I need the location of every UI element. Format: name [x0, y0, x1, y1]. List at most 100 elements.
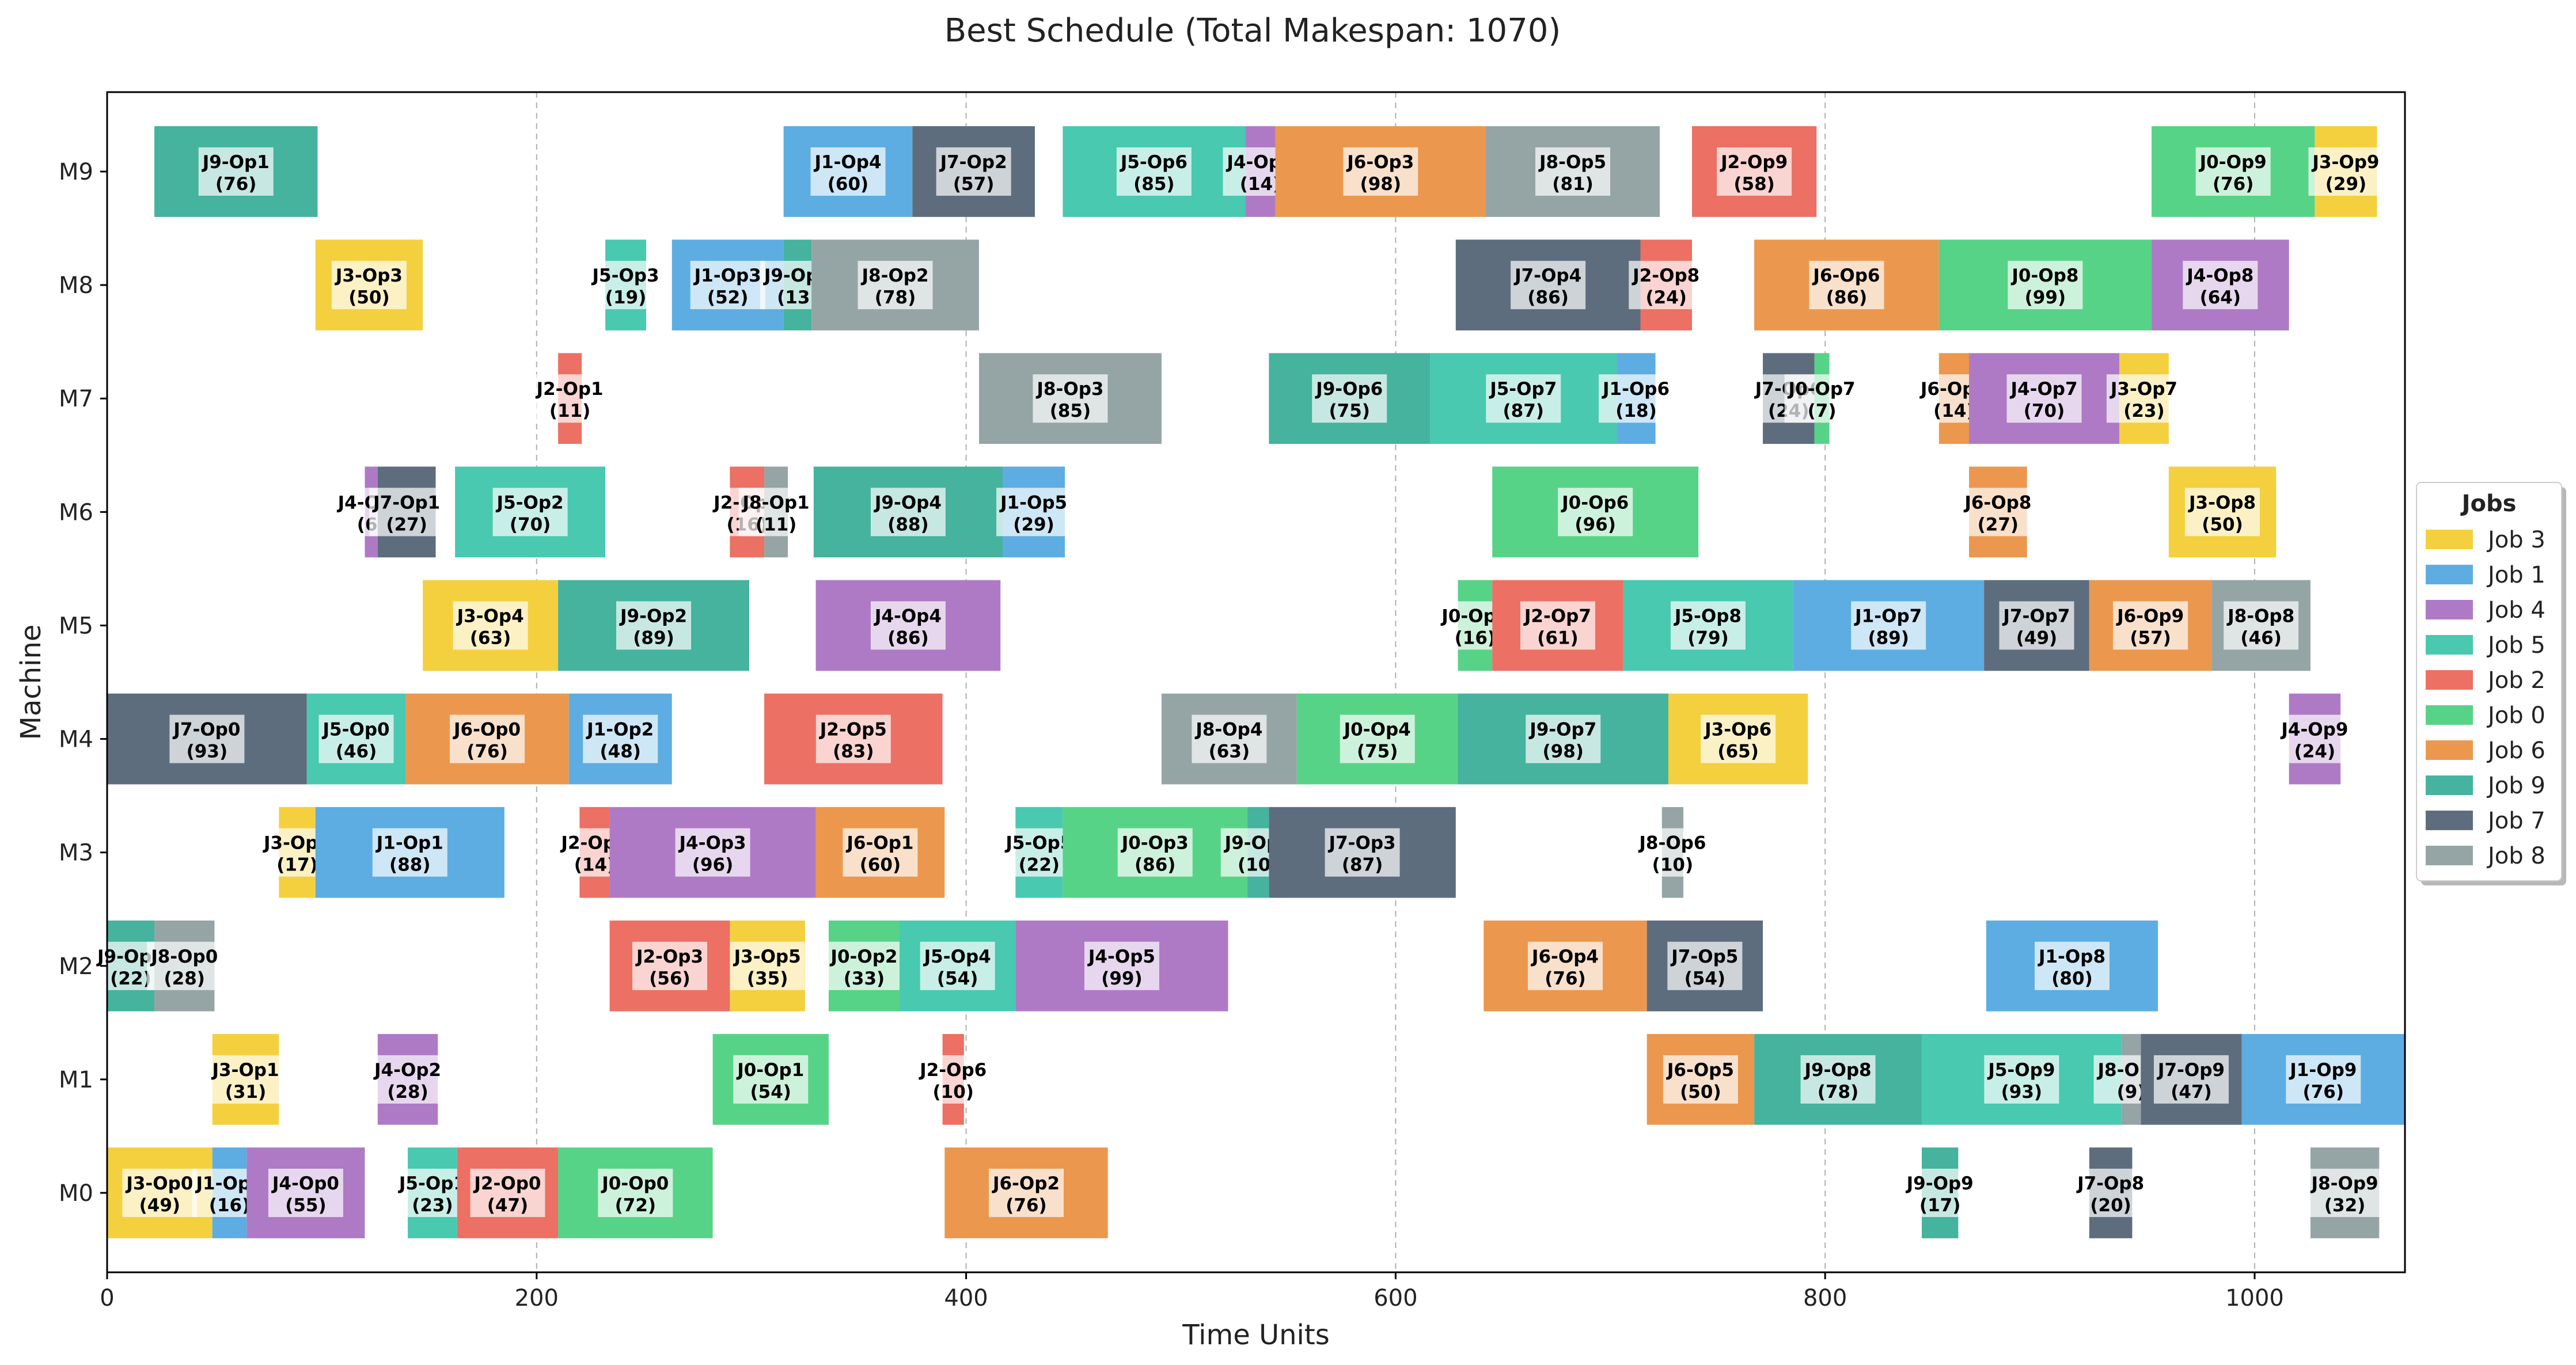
task-duration-label: (88)	[887, 514, 928, 535]
task-label-bg	[372, 828, 447, 877]
task-label: J6-Op2	[992, 1173, 1060, 1194]
x-tick-label: 200	[515, 1285, 559, 1311]
task-label-bg	[2073, 1169, 2149, 1218]
task-label-bg	[1343, 147, 1418, 196]
task-label-bg	[147, 941, 222, 990]
task-duration-label: (79)	[1687, 628, 1728, 648]
task-duration-label: (98)	[1543, 742, 1584, 762]
legend-label: Job 8	[2486, 843, 2545, 869]
legend-label: Job 1	[2486, 562, 2545, 588]
y-tick-label: M0	[59, 1180, 93, 1207]
task-label: J3-Op6	[1704, 720, 1771, 740]
task-label-bg	[1527, 941, 1603, 990]
task-label-bg	[1717, 147, 1792, 196]
task-label-bg	[2308, 147, 2384, 196]
task-duration-label: (86)	[1527, 287, 1568, 308]
task-label: J0-Op4	[1343, 720, 1411, 740]
task-label-bg	[268, 1169, 343, 1218]
task-duration-label: (17)	[1919, 1195, 1960, 1216]
task-label: J3-Op0	[125, 1173, 193, 1194]
legend-label: Job 0	[2486, 702, 2545, 729]
task-label: J7-Op5	[1670, 946, 1738, 967]
task-label: J7-Op7	[2002, 606, 2070, 626]
task-duration-label: (88)	[389, 855, 430, 876]
task-label-bg	[1520, 601, 1595, 650]
task-duration-label: (28)	[387, 1082, 428, 1102]
task-duration-label: (49)	[139, 1195, 180, 1216]
task-duration-label: (46)	[336, 742, 377, 762]
task-duration-label: (78)	[1818, 1082, 1858, 1102]
task-label: J5-Op0	[322, 720, 390, 740]
task-label: J4-Op5	[1087, 946, 1155, 967]
chart-title: Best Schedule (Total Makespan: 1070)	[944, 12, 1561, 50]
task-label: J4-Op9	[2280, 720, 2348, 740]
legend: Jobs Job 3 Job 1 Job 4 Job 5 Job 2 Job 0 Job 6 J…	[2416, 482, 2566, 885]
task-label-bg	[632, 941, 707, 990]
task-duration-label: (14)	[1240, 174, 1281, 195]
task-duration-label: (14)	[574, 855, 615, 876]
task-duration-label: (24)	[1645, 287, 1686, 308]
x-tick-label: 800	[1803, 1285, 1847, 1311]
task-label-bg	[198, 147, 274, 196]
task-label: J9-Op9	[1906, 1173, 1974, 1194]
task-duration-label: (76)	[2213, 174, 2253, 195]
task-label-bg	[583, 714, 658, 763]
task-label: J5-Op6	[1120, 152, 1188, 173]
task-duration-label: (27)	[386, 514, 427, 535]
task-label-bg	[730, 941, 805, 990]
task-duration-label: (9)	[2117, 1082, 2146, 1102]
task-label: J1-Op9	[2289, 1060, 2357, 1081]
task-duration-label: (35)	[747, 968, 788, 989]
task-label-bg	[920, 941, 995, 990]
task-duration-label: (63)	[470, 628, 511, 648]
task-label-bg	[1535, 147, 1611, 196]
task-label-bg	[1999, 601, 2074, 650]
task-label-bg	[1701, 714, 1776, 763]
task-label: J5-Op5	[1004, 833, 1072, 854]
task-label: J0-Op3	[1121, 833, 1189, 854]
task-label: J4-Op2	[373, 1060, 441, 1081]
legend-label: Job 9	[2486, 773, 2545, 799]
task-label: J5-Op7	[1489, 379, 1557, 400]
y-tick-label: M6	[59, 499, 93, 526]
task-label-bg	[1116, 147, 1192, 196]
task-label: J7-Op4	[1513, 265, 1581, 286]
task-label-bg	[1800, 1055, 1876, 1104]
task-label-bg	[843, 828, 918, 877]
task-label-bg	[1984, 1055, 2059, 1104]
legend-swatch	[2426, 740, 2473, 760]
task-label-bg	[1902, 1169, 1978, 1218]
task-duration-label: (19)	[605, 287, 646, 308]
task-label-bg	[1084, 941, 1159, 990]
task-label-bg	[690, 261, 765, 310]
task-duration-label: (31)	[225, 1082, 266, 1102]
task-label-bg	[453, 601, 528, 650]
task-label: J2-Op8	[1632, 265, 1699, 286]
task-label-bg	[1599, 374, 1674, 423]
task-label-bg	[1667, 941, 1743, 990]
legend-label: Job 6	[2486, 737, 2545, 764]
task-duration-label: (78)	[875, 287, 916, 308]
task-label-bg	[369, 488, 445, 537]
task-label: J3-Op3	[335, 265, 403, 286]
task-label-bg	[870, 601, 946, 650]
task-label: J2-Op6	[919, 1060, 987, 1081]
task-label-bg	[996, 488, 1072, 537]
task-label: J8-Op0	[150, 946, 218, 967]
task-duration-label: (61)	[1537, 628, 1578, 648]
task-label-bg	[858, 261, 933, 310]
plot-frame	[106, 91, 2406, 1273]
legend-title: Jobs	[2460, 491, 2517, 517]
task-duration-label: (60)	[860, 855, 901, 876]
task-label: J1-Op8	[2038, 946, 2105, 967]
task-label-bg	[318, 714, 394, 763]
task-label-bg	[1851, 601, 1926, 650]
task-label: J9-Op7	[1528, 720, 1596, 740]
task-label-bg	[331, 261, 407, 310]
task-label: J8-Op3	[1035, 379, 1103, 400]
task-label: J6-Op9	[2116, 606, 2184, 626]
task-label-bg	[738, 488, 814, 537]
task-label: J6-Op1	[845, 833, 913, 854]
task-duration-label: (24)	[2294, 742, 2335, 762]
